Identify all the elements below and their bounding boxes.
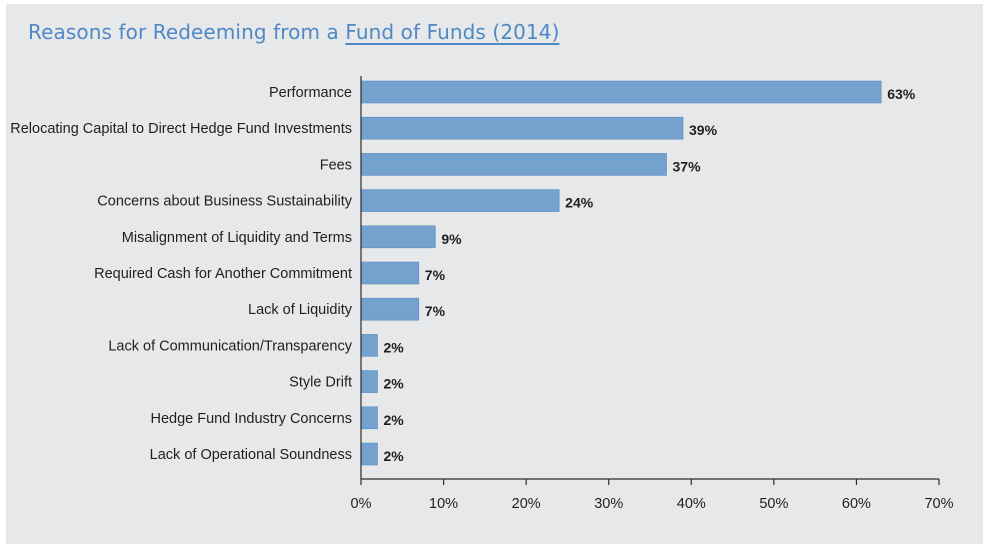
bar — [360, 370, 378, 393]
chart-title-prefix: Reasons for Redeeming from a — [28, 20, 346, 44]
x-tick-label: 30% — [594, 496, 623, 512]
chart-title: Reasons for Redeeming from a Fund of Fun… — [28, 20, 560, 44]
value-label: 2% — [384, 339, 405, 355]
category-label: Relocating Capital to Direct Hedge Fund … — [10, 121, 352, 137]
x-tick-label: 40% — [677, 496, 706, 512]
bar — [360, 80, 882, 104]
value-label: 9% — [441, 231, 462, 247]
category-label: Style Drift — [289, 375, 352, 391]
value-label: 2% — [384, 412, 405, 428]
category-label: Performance — [269, 85, 352, 101]
category-label: Lack of Operational Soundness — [150, 447, 352, 463]
value-label: 37% — [673, 158, 702, 174]
x-tick-label: 10% — [429, 496, 458, 512]
bar — [360, 297, 420, 321]
category-label: Misalignment of Liquidity and Terms — [122, 230, 352, 246]
x-tick-label: 70% — [924, 496, 953, 512]
category-label: Concerns about Business Sustainability — [97, 194, 352, 210]
bar — [360, 442, 378, 466]
category-label: Hedge Fund Industry Concerns — [151, 411, 353, 427]
category-label: Required Cash for Another Commitment — [94, 266, 352, 282]
value-label: 2% — [384, 376, 405, 392]
x-tick-label: 50% — [759, 496, 788, 512]
category-label: Fees — [320, 157, 352, 173]
chart-title-link[interactable]: Fund of Funds (2014) — [345, 20, 560, 44]
bar — [360, 261, 420, 285]
bar — [360, 225, 436, 249]
value-label: 2% — [384, 448, 405, 464]
bar — [360, 153, 667, 176]
value-label: 39% — [689, 122, 718, 138]
bar — [360, 406, 378, 430]
bar — [360, 334, 378, 357]
value-label: 7% — [425, 303, 446, 319]
x-tick-label: 60% — [842, 496, 871, 512]
value-label: 7% — [425, 267, 446, 283]
bar — [360, 189, 560, 212]
x-tick-label: 20% — [512, 496, 541, 512]
category-label: Lack of Communication/Transparency — [108, 338, 352, 354]
value-label: 63% — [887, 86, 916, 102]
x-tick-label: 0% — [351, 496, 372, 512]
value-label: 24% — [565, 195, 594, 211]
category-label: Lack of Liquidity — [248, 302, 353, 318]
bar — [360, 116, 684, 140]
